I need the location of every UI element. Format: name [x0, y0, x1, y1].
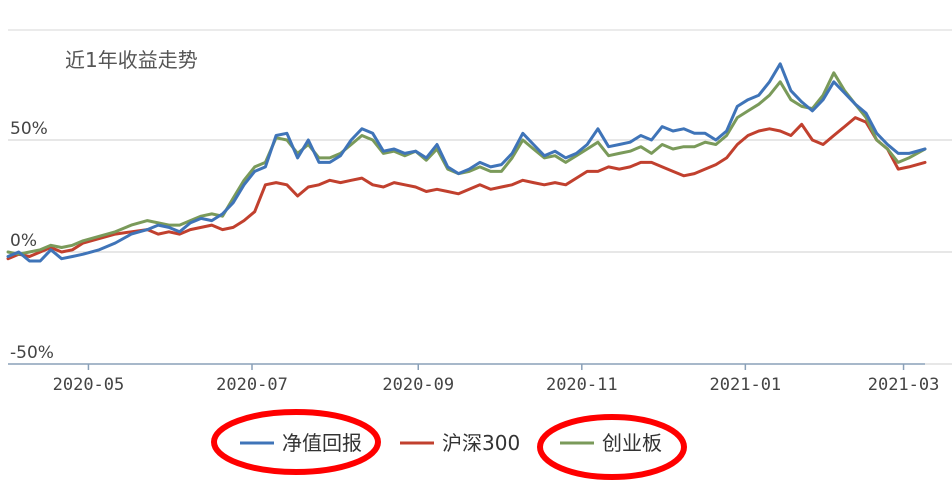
- y-tick-label: -50%: [10, 343, 54, 363]
- chart-title: 近1年收益走势: [65, 48, 198, 72]
- x-tick-label: 2020-07: [216, 375, 288, 395]
- highlight-circle-chinext: [537, 414, 687, 480]
- legend: 净值回报 沪深300 创业板: [211, 409, 687, 480]
- series-line-2: [6, 71, 927, 256]
- x-tick-label: 2020-11: [546, 375, 618, 395]
- series-line-0: [6, 62, 927, 263]
- highlight-circle-nav: [211, 409, 381, 475]
- legend-label-1: 沪深300: [442, 431, 520, 455]
- x-tick-label: 2020-05: [53, 375, 125, 395]
- x-tick-label: 2021-01: [710, 375, 782, 395]
- y-tick-label: 50%: [10, 119, 48, 139]
- x-tick-label: 2021-03: [868, 375, 940, 395]
- y-axis-ticks: 50% 0% -50%: [10, 119, 54, 363]
- legend-label-0: 净值回报: [282, 431, 362, 455]
- legend-label-2: 创业板: [602, 431, 662, 455]
- x-axis: 2020-05 2020-07 2020-09 2020-11 2021-01 2021-…: [8, 363, 940, 395]
- series-line-1: [6, 116, 927, 261]
- y-tick-label: 0%: [10, 231, 37, 251]
- x-tick-label: 2020-09: [382, 375, 454, 395]
- series-layer: [6, 62, 927, 263]
- gridlines: [8, 139, 952, 365]
